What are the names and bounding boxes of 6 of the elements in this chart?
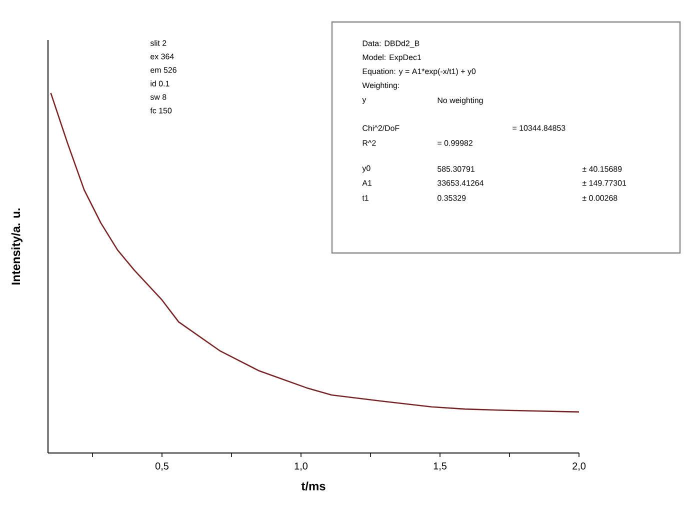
y-axis-title: Intensity/a. u. [11, 208, 22, 284]
x-tick-label: 1,5 [434, 462, 447, 471]
x-axis-title: t/ms [301, 482, 326, 490]
x-tick-label: 2,0 [572, 462, 586, 471]
x-tick-label: 1,0 [294, 462, 308, 471]
x-tick-label: 0,5 [155, 462, 168, 471]
